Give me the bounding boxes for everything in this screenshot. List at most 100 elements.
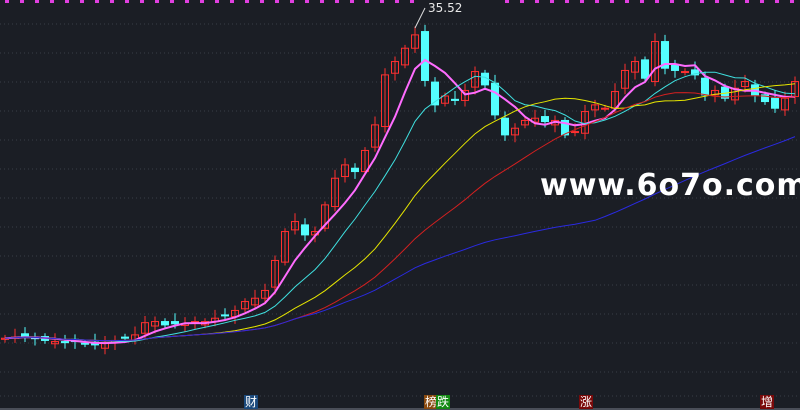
candle-body [121,336,129,339]
candle-body [351,167,359,173]
candle-body [251,297,259,306]
top-marker [745,0,749,3]
candle-body [491,82,499,116]
candle-body [661,41,669,69]
top-marker [140,0,144,3]
candle-body [541,116,549,123]
top-marker [215,0,219,3]
top-marker [50,0,54,3]
candle-body [691,69,699,76]
candle-body [701,77,709,96]
top-marker [700,0,704,3]
top-marker [155,0,159,3]
candle-body [621,69,629,89]
candle-body [301,224,309,236]
top-marker [80,0,84,3]
top-marker [730,0,734,3]
candle-body [271,259,279,288]
marker-increase[interactable]: 增 [760,395,775,409]
top-marker [5,0,9,3]
top-marker [65,0,69,3]
top-marker [320,0,324,3]
top-marker [520,0,524,3]
candle-body [771,97,779,109]
candle-body [321,204,329,229]
candle-body [61,341,69,344]
top-marker [595,0,599,3]
top-marker [275,0,279,3]
candle-body [161,321,169,326]
top-marker [760,0,764,3]
top-marker [610,0,614,3]
candle-body [601,107,609,110]
top-marker [170,0,174,3]
top-marker [110,0,114,3]
top-marker [625,0,629,3]
max-price-label: 35.52 [428,1,463,15]
marker-finance[interactable]: 财 [244,395,259,409]
top-marker [580,0,584,3]
top-marker [200,0,204,3]
top-marker [290,0,294,3]
candle-body [501,117,509,136]
candle-body [451,98,459,101]
top-marker [715,0,719,3]
top-marker [505,0,509,3]
candle-body [441,95,449,104]
candle-body [641,59,649,79]
ma10-line [4,71,796,342]
top-marker [380,0,384,3]
max-pointer [414,7,426,29]
marker-rank[interactable]: 榜 [424,395,439,409]
candle-body [51,341,59,345]
watermark: www.6o7o.com [540,168,800,203]
ma20-line [4,83,796,342]
top-marker [185,0,189,3]
candle-body [361,149,369,173]
top-marker [790,0,794,3]
top-marker [35,0,39,3]
top-marker [565,0,569,3]
candle-body [671,64,679,71]
top-marker [535,0,539,3]
candle-body [591,104,599,111]
top-marker [670,0,674,3]
candle-body [341,164,349,178]
top-marker [350,0,354,3]
marker-fall[interactable]: 跌 [436,395,451,409]
candle-body [761,94,769,103]
top-marker [395,0,399,3]
candle-body [561,119,569,136]
candle-body [521,119,529,126]
top-marker [685,0,689,3]
top-marker [365,0,369,3]
candle-body [741,81,749,88]
candle-body [21,333,29,337]
marker-rise[interactable]: 涨 [579,395,594,409]
candle-body [421,31,429,81]
top-marker [260,0,264,3]
candle-body [81,342,89,345]
candle-body [681,71,689,74]
candle-body [711,89,719,96]
candle-body [401,47,409,66]
candle-body [731,87,739,101]
top-marker [410,0,414,3]
top-marker [550,0,554,3]
top-marker [230,0,234,3]
candle-body [261,289,269,299]
candle-body [151,321,159,327]
candle-body [381,74,389,128]
candle-body [651,41,659,83]
top-marker [305,0,309,3]
top-marker [775,0,779,3]
candle-body [411,34,419,49]
top-marker [245,0,249,3]
candle-body [631,61,639,73]
candle-body [371,124,379,148]
top-marker [95,0,99,3]
candle-body [461,89,469,101]
candle-body [391,61,399,74]
